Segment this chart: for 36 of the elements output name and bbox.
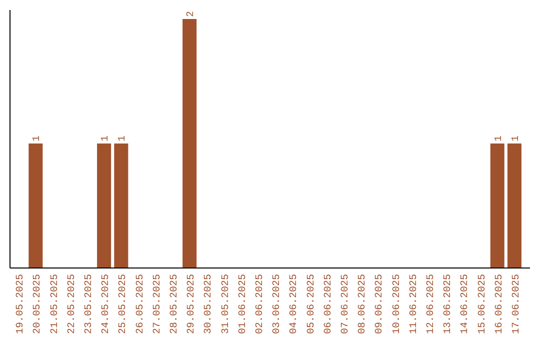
x-tick-label: 25.05.2025 — [118, 274, 130, 334]
x-tick-label: 20.05.2025 — [32, 274, 44, 334]
x-tick-label: 11.06.2025 — [408, 274, 420, 334]
x-tick-label: 31.05.2025 — [220, 274, 232, 334]
data-label: 1 — [100, 135, 112, 142]
x-tick-label: 24.05.2025 — [101, 274, 112, 334]
x-tick-label: 22.05.2025 — [66, 274, 78, 334]
x-tick-label: 17.06.2025 — [511, 274, 522, 334]
x-tick-label: 23.05.2025 — [84, 274, 95, 334]
x-tick-label: 05.06.2025 — [306, 274, 318, 334]
x-tick-label: 07.06.2025 — [340, 274, 352, 334]
x-tick-label: 10.06.2025 — [392, 274, 403, 334]
x-tick-label: 29.05.2025 — [186, 274, 198, 334]
data-label: 1 — [494, 135, 505, 142]
x-tick-label: 06.06.2025 — [323, 274, 334, 334]
x-tick-label: 21.05.2025 — [50, 274, 61, 334]
x-tick-label: 12.06.2025 — [426, 274, 437, 334]
x-tick-label: 08.06.2025 — [358, 274, 369, 334]
x-tick-label: 03.06.2025 — [272, 274, 284, 334]
x-tick-label: 15.06.2025 — [477, 274, 488, 334]
x-tick-label: 30.05.2025 — [204, 274, 215, 334]
x-tick-label: 13.06.2025 — [443, 274, 454, 334]
x-tick-label: 19.05.2025 — [16, 274, 27, 334]
data-label: 1 — [32, 135, 44, 142]
x-tick-label: 01.06.2025 — [238, 274, 249, 334]
x-tick-label: 04.06.2025 — [289, 274, 300, 334]
x-tick-label: 27.05.2025 — [152, 274, 164, 334]
x-tick-label: 14.06.2025 — [460, 274, 472, 334]
x-tick-label: 09.06.2025 — [374, 274, 386, 334]
data-label: 1 — [118, 135, 129, 142]
data-label: 2 — [186, 10, 198, 17]
x-tick-label: 16.06.2025 — [494, 274, 506, 334]
data-label: 1 — [510, 135, 522, 142]
x-tick-label: 28.05.2025 — [169, 274, 180, 334]
x-tick-label: 26.05.2025 — [135, 274, 146, 334]
x-tick-label: 02.06.2025 — [254, 274, 266, 334]
